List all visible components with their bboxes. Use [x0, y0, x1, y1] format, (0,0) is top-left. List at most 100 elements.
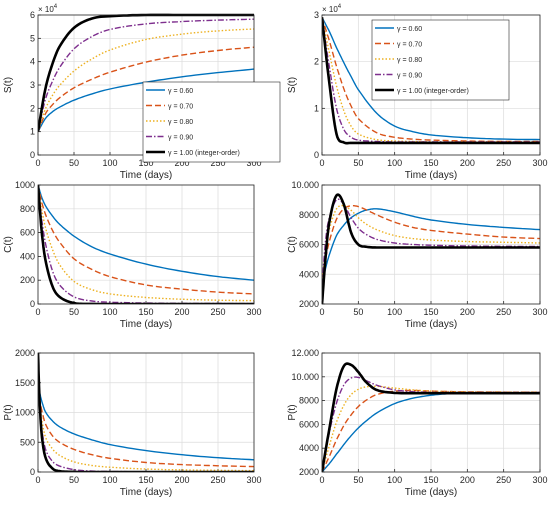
y-tick-label: 2000 [299, 467, 319, 477]
y-tick-label: 6000 [299, 419, 319, 429]
y-tick-label: 5 [30, 33, 35, 43]
x-tick-label: 100 [387, 475, 402, 485]
x-tick-label: 150 [423, 307, 438, 317]
series-line-2 [38, 184, 254, 295]
legend-label-2: γ = 0.70 [168, 104, 193, 111]
y-tick-label: 10.000 [291, 180, 319, 190]
axes-box [321, 184, 541, 305]
series-line-1 [322, 16, 540, 141]
y-tick-label: 1000 [15, 408, 35, 418]
x-axis-label: Time (days) [405, 170, 457, 181]
y-tick-label: 4000 [299, 269, 319, 279]
y-tick-label: 2 [314, 57, 319, 67]
series-line-2 [322, 205, 540, 285]
x-tick-label: 300 [246, 475, 261, 485]
y-tick-label: 4 [30, 57, 35, 67]
x-tick-label: 0 [35, 475, 40, 485]
legend: γ = 0.60 γ = 0.70 γ = 0.80 γ = 0.90 γ = 1.00… [142, 81, 281, 163]
series-line-5 [322, 362, 540, 472]
axes-box [37, 352, 255, 473]
y-tick-label: 3 [314, 10, 319, 20]
legend-box [142, 81, 281, 163]
x-tick-label: 300 [532, 475, 547, 485]
x-tick-label: 100 [387, 307, 402, 317]
x-tick-label: 150 [423, 158, 438, 168]
y-tick-label: 1 [314, 103, 319, 113]
legend-box [371, 19, 510, 101]
series-line-4 [38, 184, 254, 304]
legend-label-1: γ = 0.60 [168, 88, 193, 95]
chart-panel-1: 0 50 100 150 200 250 300 0 1 2 3 4 5 6 Time (days) S(t)… [3, 4, 281, 181]
x-tick-label: 150 [423, 475, 438, 485]
series-line-2 [38, 388, 254, 468]
x-tick-label: 50 [69, 158, 79, 168]
x-tick-label: 200 [174, 158, 189, 168]
y-axis-label: P(t) [287, 404, 298, 420]
y-tick-label: 400 [20, 251, 35, 261]
x-tick-label: 200 [174, 307, 189, 317]
series-line-1 [322, 208, 540, 285]
y-tick-label: 3 [30, 80, 35, 90]
legend-label-5: γ = 1.00 (integer-order) [397, 88, 469, 95]
axes-box [321, 14, 541, 156]
x-axis-label: Time (days) [405, 319, 457, 330]
x-tick-label: 250 [496, 475, 511, 485]
x-tick-label: 200 [460, 307, 475, 317]
chart-panel-3: 0 50 100 150 200 250 300 0 200 400 600 800 1000 Time … [3, 180, 262, 330]
x-tick-label: 300 [246, 158, 261, 168]
x-tick-label: 50 [69, 475, 79, 485]
series-group [322, 193, 540, 304]
series-line-1 [38, 68, 254, 133]
chart-panel-4: 0 50 100 150 200 250 300 2000 4000 6000 8000 10.000… [287, 180, 548, 330]
x-tick-label: 200 [174, 475, 189, 485]
legend-label-4: γ = 0.90 [397, 73, 422, 80]
legend-label-4: γ = 0.90 [168, 135, 193, 142]
axes-box [321, 352, 541, 473]
x-tick-label: 0 [319, 307, 324, 317]
y-tick-label: 1000 [15, 180, 35, 190]
series-line-3 [38, 28, 254, 132]
x-tick-label: 0 [319, 475, 324, 485]
x-axis-label: Time (days) [120, 487, 172, 498]
chart-panel-6: 0 50 100 150 200 250 300 2000 4000 6000 8000 10.000… [287, 348, 548, 498]
legend-label-3: γ = 0.80 [168, 119, 193, 126]
x-axis-label: Time (days) [120, 319, 172, 330]
y-tick-label: 8000 [299, 396, 319, 406]
series-line-3 [322, 17, 540, 143]
y-tick-label: 2000 [15, 348, 35, 358]
series-line-1 [38, 184, 254, 281]
x-tick-label: 150 [138, 307, 153, 317]
legend: γ = 0.60 γ = 0.70 γ = 0.80 γ = 0.90 γ = 1.00… [371, 19, 510, 101]
series-line-3 [322, 204, 540, 285]
x-tick-label: 250 [496, 307, 511, 317]
x-tick-label: 250 [210, 158, 225, 168]
y-multiplier-label: × 104 [38, 4, 58, 14]
y-tick-label: 600 [20, 228, 35, 238]
x-tick-label: 50 [353, 475, 363, 485]
series-line-1 [38, 385, 254, 461]
series-line-4 [38, 18, 254, 132]
y-tick-label: 10.000 [291, 372, 319, 382]
chart-panel-2: 05010015020025030000.511.522.53Time (day… [287, 4, 548, 181]
y-tick-label: 0 [30, 299, 35, 309]
legend-label-5: γ = 1.00 (integer-order) [168, 150, 240, 157]
x-tick-label: 150 [138, 475, 153, 485]
y-tick-label: 6000 [299, 240, 319, 250]
y-tick-label: 200 [20, 275, 35, 285]
x-tick-label: 200 [460, 475, 475, 485]
y-tick-label: 0 [30, 467, 35, 477]
x-tick-label: 250 [210, 307, 225, 317]
x-tick-label: 50 [353, 158, 363, 168]
y-tick-label: 12.000 [291, 348, 319, 358]
x-tick-label: 300 [532, 307, 547, 317]
x-tick-label: 250 [210, 475, 225, 485]
y-tick-label: 6 [30, 10, 35, 20]
y-tick-label: 800 [20, 204, 35, 214]
series-line-3 [38, 184, 254, 302]
series-line-2 [322, 17, 540, 143]
y-axis-label: S(t) [287, 77, 298, 93]
y-axis-label: P(t) [3, 404, 14, 420]
chart-panel-5: 0 50 100 150 200 250 300 0 500 1000 1500 2000 Time (… [3, 348, 262, 498]
x-tick-label: 0 [319, 158, 324, 168]
y-tick-label: 1500 [15, 378, 35, 388]
